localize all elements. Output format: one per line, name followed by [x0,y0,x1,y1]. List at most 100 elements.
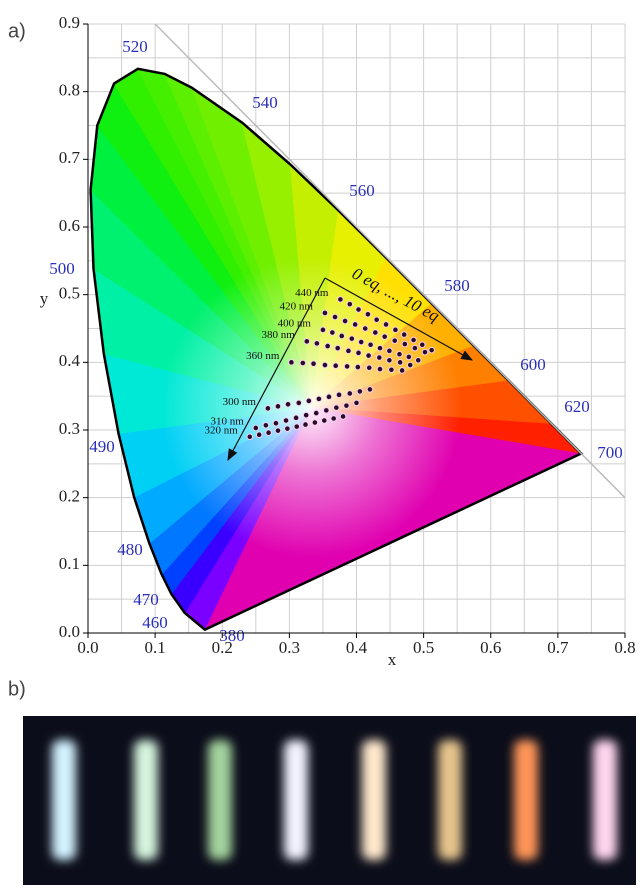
data-point [303,412,309,418]
wavelength-label: 620 [564,397,590,416]
vial-glow [593,740,617,860]
data-point [392,338,398,344]
data-point [325,343,331,349]
x-tick-label: 0.7 [547,638,569,657]
wavelength-label: 560 [349,181,375,200]
series-label: 380 nm [262,329,296,341]
data-point [367,387,373,393]
data-point [314,341,320,347]
panel-label: b) [8,678,26,700]
wavelength-label: 520 [122,37,148,56]
data-point [263,422,269,428]
data-point [352,322,358,328]
data-point [401,332,407,338]
series-label: 320 nm [204,424,238,436]
data-point [275,428,281,434]
series-label: 400 nm [278,317,312,329]
data-point [256,432,262,438]
data-point [366,353,372,359]
data-point [285,401,291,407]
photo-strip [23,716,636,885]
wavelength-label: 500 [49,259,75,278]
data-point [393,327,399,333]
data-point [377,355,383,361]
x-tick-label: 0.5 [413,638,434,657]
series-label: 300 nm [223,396,257,408]
vial-glow [514,740,538,860]
y-axis-label: y [40,289,49,308]
vial-glow [284,740,308,860]
data-point [322,310,328,316]
data-point [300,360,306,366]
data-point [323,408,329,414]
data-point [377,345,383,351]
data-point [316,396,322,402]
data-point [349,336,355,342]
data-point [344,364,350,370]
wavelength-label: 470 [133,590,159,609]
data-point [346,348,352,354]
vial-glow [134,740,158,860]
wavelength-label: 460 [142,613,168,632]
data-point [326,394,332,400]
data-point [389,367,395,373]
data-point [253,425,259,431]
x-axis-label: x [388,650,397,669]
data-point [411,337,417,343]
data-point [347,391,353,397]
data-point [412,345,418,351]
data-point [357,389,363,395]
data-point [415,358,421,364]
data-point [366,365,372,371]
data-point [332,314,338,320]
wavelength-label: 580 [444,276,470,295]
y-tick-label: 0.2 [59,487,80,506]
data-point [399,368,405,374]
x-tick-label: 0.2 [212,638,233,657]
data-point [344,403,350,409]
data-point [338,297,344,303]
data-point [354,400,360,406]
data-point [365,311,371,317]
data-point [331,416,337,422]
x-tick-label: 0.0 [77,638,98,657]
data-point [397,351,403,357]
data-point [294,424,300,430]
data-point [312,420,318,426]
data-point [340,414,346,420]
data-point [273,420,279,426]
data-point [383,322,389,328]
data-point [407,362,413,368]
data-point [296,400,302,406]
data-point [321,418,327,424]
data-point [397,360,403,366]
y-tick-label: 0.5 [59,284,80,303]
y-tick-label: 0.0 [59,622,80,641]
vial-glow [208,740,232,860]
wavelength-label: 540 [252,93,278,112]
data-point [285,426,291,432]
data-point [333,363,339,369]
plot: 3804604704804905005205405605806006207000… [40,13,636,669]
data-point [382,334,388,340]
data-point [347,301,353,307]
data-point [356,350,362,356]
vial-glow [52,740,76,860]
data-point [311,361,317,367]
data-point [336,392,342,398]
data-point [368,342,374,348]
data-point [265,406,271,412]
data-point [402,341,408,347]
y-tick-label: 0.1 [59,554,80,573]
data-point [306,398,312,404]
data-point [334,405,340,411]
data-point [339,333,345,339]
wavelength-label: 490 [89,437,115,456]
x-tick-label: 0.6 [480,638,501,657]
data-point [372,330,378,336]
data-point [406,354,412,360]
page: {"panel_labels": ["a)", "b)"], "chart_da… [0,0,644,885]
data-point [429,347,435,353]
data-point [266,430,272,436]
series-label: 440 nm [295,287,329,299]
